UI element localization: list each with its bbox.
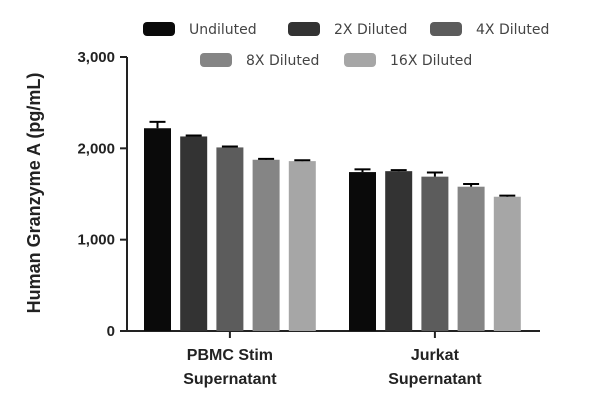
y-tick-label: 1,000 xyxy=(77,232,115,249)
legend-label: Undiluted xyxy=(189,22,257,38)
legend-swatch xyxy=(344,53,376,67)
category-label: Jurkat xyxy=(411,347,460,364)
category-label: Supernatant xyxy=(388,371,482,388)
legend-swatch xyxy=(143,22,175,36)
y-axis-title: Human Granzyme A (pg/mL) xyxy=(24,73,44,314)
legend-swatch xyxy=(288,22,320,36)
bar xyxy=(349,172,376,331)
y-tick-label: 3,000 xyxy=(77,49,115,66)
bar xyxy=(216,147,244,331)
legend-swatch xyxy=(430,22,462,36)
y-tick-label: 2,000 xyxy=(77,140,115,157)
bar xyxy=(385,171,413,331)
bars xyxy=(144,120,521,331)
category-labels: PBMC Stim Supernatant Jurkat Supernatant xyxy=(183,347,482,388)
legend-item: 16X Diluted xyxy=(344,53,472,69)
legend-label: 16X Diluted xyxy=(390,53,472,69)
legend-label: 4X Diluted xyxy=(476,22,549,38)
bar xyxy=(421,176,449,331)
legend-label: 8X Diluted xyxy=(246,53,319,69)
legend-label: 2X Diluted xyxy=(334,22,407,38)
y-axis: 0 1,000 2,000 3,000 xyxy=(77,49,128,340)
bar xyxy=(180,136,208,331)
bar xyxy=(288,161,316,331)
bar xyxy=(493,196,521,331)
category-label: PBMC Stim xyxy=(187,347,273,364)
bar xyxy=(457,186,485,331)
category-label: Supernatant xyxy=(183,371,277,388)
y-tick-label: 0 xyxy=(107,323,115,340)
bar xyxy=(144,128,171,331)
legend-item: 4X Diluted xyxy=(430,22,549,38)
legend-item: Undiluted xyxy=(143,22,257,38)
legend-item: 2X Diluted xyxy=(288,22,407,38)
bar xyxy=(252,159,280,331)
legend-swatch xyxy=(200,53,232,67)
legend: Undiluted 2X Diluted 4X Diluted 8X Diluted 1… xyxy=(143,22,549,69)
legend-item: 8X Diluted xyxy=(200,53,319,69)
x-axis xyxy=(127,330,540,338)
